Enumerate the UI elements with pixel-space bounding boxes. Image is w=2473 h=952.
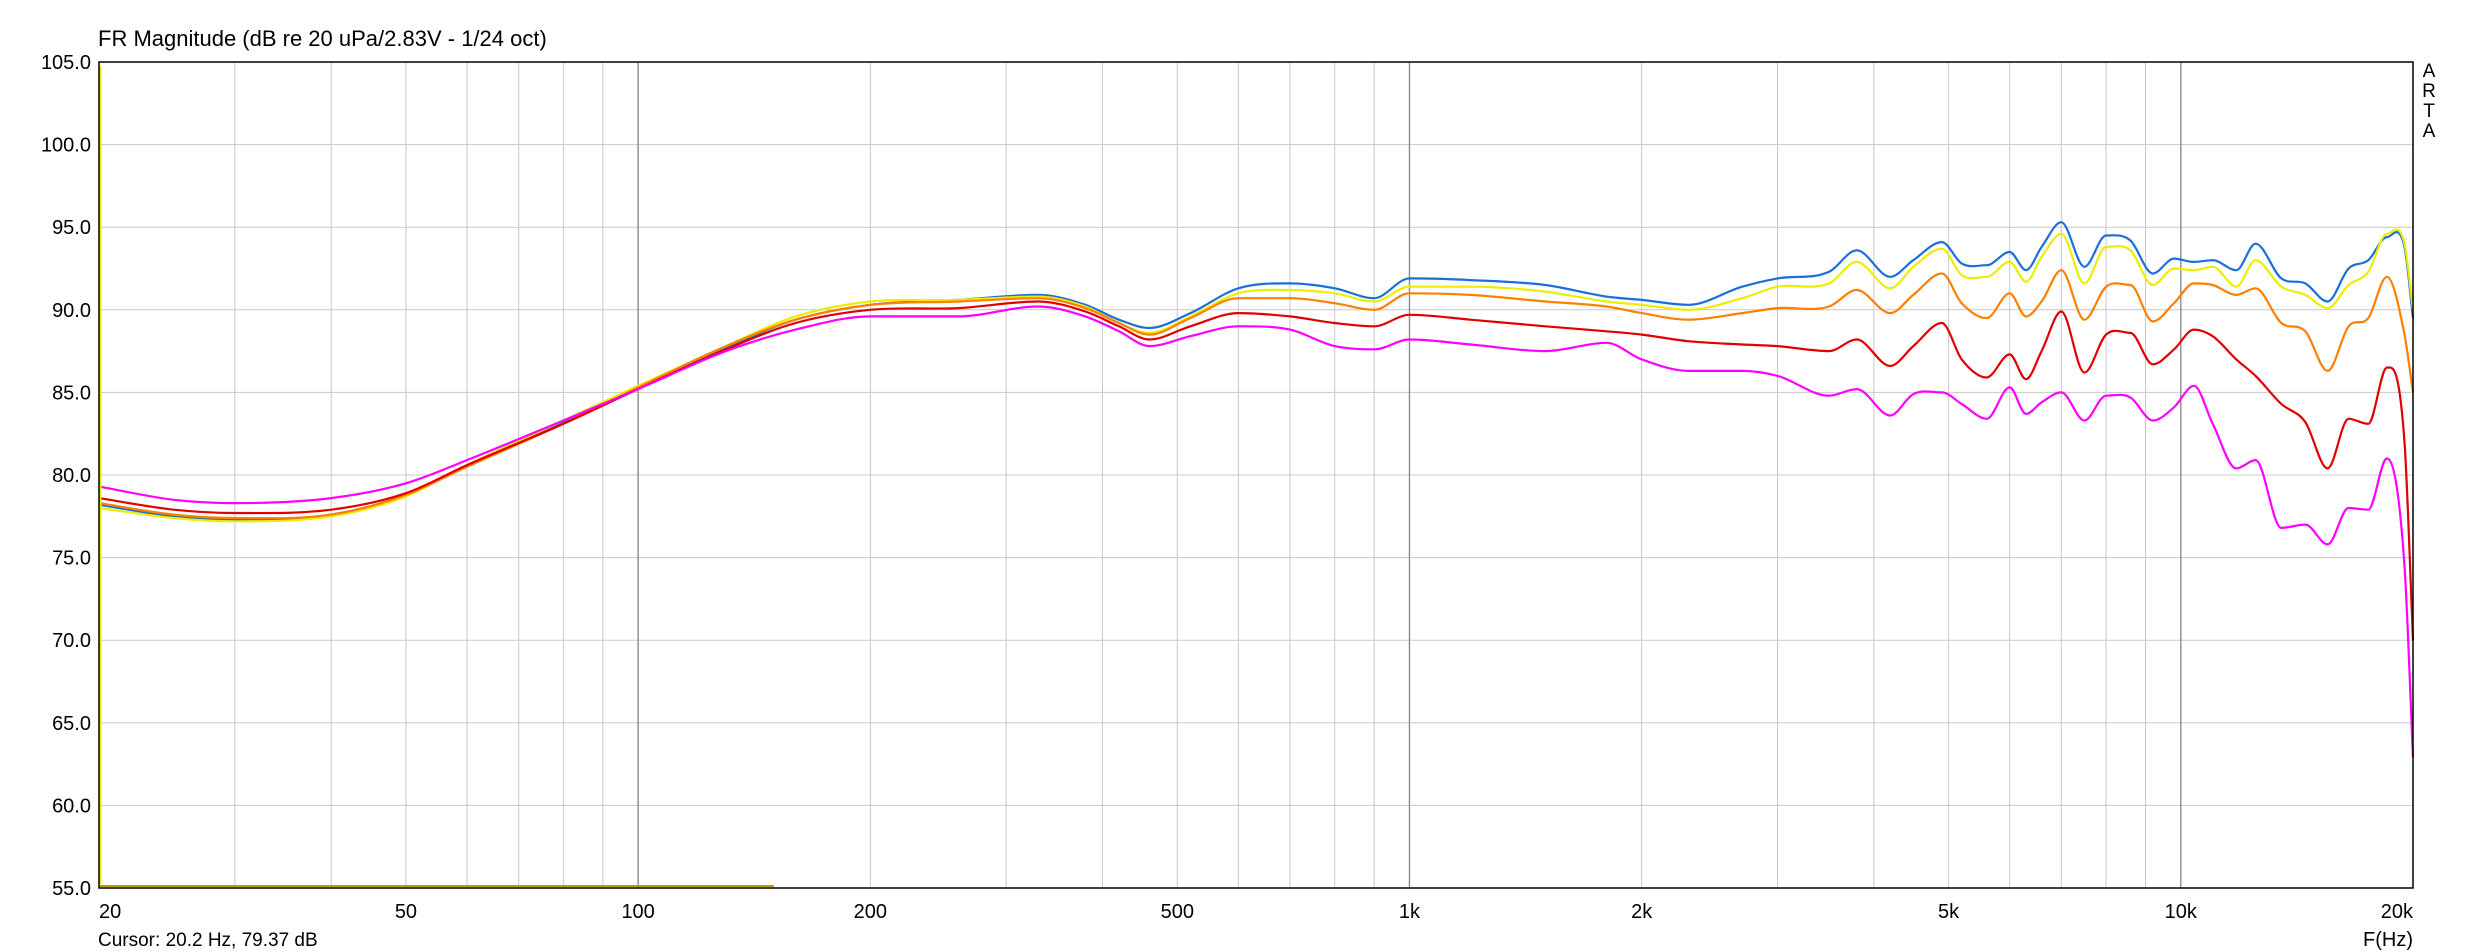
y-tick-label: 85.0 bbox=[52, 382, 91, 404]
major-gridlines bbox=[637, 62, 2182, 888]
x-tick-label: 20k bbox=[2381, 901, 2414, 923]
x-tick-label: 200 bbox=[854, 901, 887, 923]
minor-gridlines bbox=[99, 62, 2413, 888]
y-tick-label: 65.0 bbox=[52, 713, 91, 735]
watermark-letter: A bbox=[2422, 121, 2436, 142]
y-tick-label: 80.0 bbox=[52, 465, 91, 487]
arta-watermark: A R T A bbox=[2419, 62, 2439, 142]
plot-frame bbox=[98, 61, 2414, 889]
x-tick-label: 1k bbox=[1399, 901, 1421, 923]
y-tick-label: 70.0 bbox=[52, 630, 91, 652]
y-tick-label: 55.0 bbox=[52, 878, 91, 900]
x-tick-label: 20 bbox=[99, 901, 121, 923]
x-tick-label: 10k bbox=[2165, 901, 2198, 923]
y-tick-labels: 105.0 100.0 95.0 90.0 85.0 80.0 75.0 70.0 65.0 60… bbox=[41, 52, 91, 900]
chart-title: FR Magnitude (dB re 20 uPa/2.83V - 1/24 … bbox=[98, 26, 547, 51]
x-tick-label: 5k bbox=[1938, 901, 1960, 923]
y-tick-label: 90.0 bbox=[52, 300, 91, 322]
watermark-letter: A bbox=[2422, 61, 2436, 82]
watermark-letter: R bbox=[2422, 81, 2436, 102]
x-tick-labels: 20 50 100 200 500 1k 2k 5k 10k 20k bbox=[99, 901, 2414, 923]
x-axis-label: F(Hz) bbox=[2363, 929, 2413, 950]
x-tick-label: 100 bbox=[621, 901, 654, 923]
x-tick-label: 2k bbox=[1631, 901, 1653, 923]
series-line bbox=[98, 300, 2415, 641]
cursor-readout: Cursor: 20.2 Hz, 79.37 dB bbox=[98, 930, 318, 951]
y-tick-label: 75.0 bbox=[52, 548, 91, 570]
series-line bbox=[98, 269, 2415, 520]
series-line bbox=[98, 305, 2415, 758]
x-tick-label: 50 bbox=[395, 901, 417, 923]
watermark-letter: T bbox=[2423, 101, 2435, 122]
series-line bbox=[98, 228, 2415, 523]
y-tick-label: 60.0 bbox=[52, 795, 91, 817]
y-tick-label: 95.0 bbox=[52, 217, 91, 239]
y-tick-label: 100.0 bbox=[41, 135, 91, 157]
series-layer bbox=[98, 66, 2415, 887]
y-tick-label: 105.0 bbox=[41, 52, 91, 74]
x-tick-label: 500 bbox=[1161, 901, 1194, 923]
